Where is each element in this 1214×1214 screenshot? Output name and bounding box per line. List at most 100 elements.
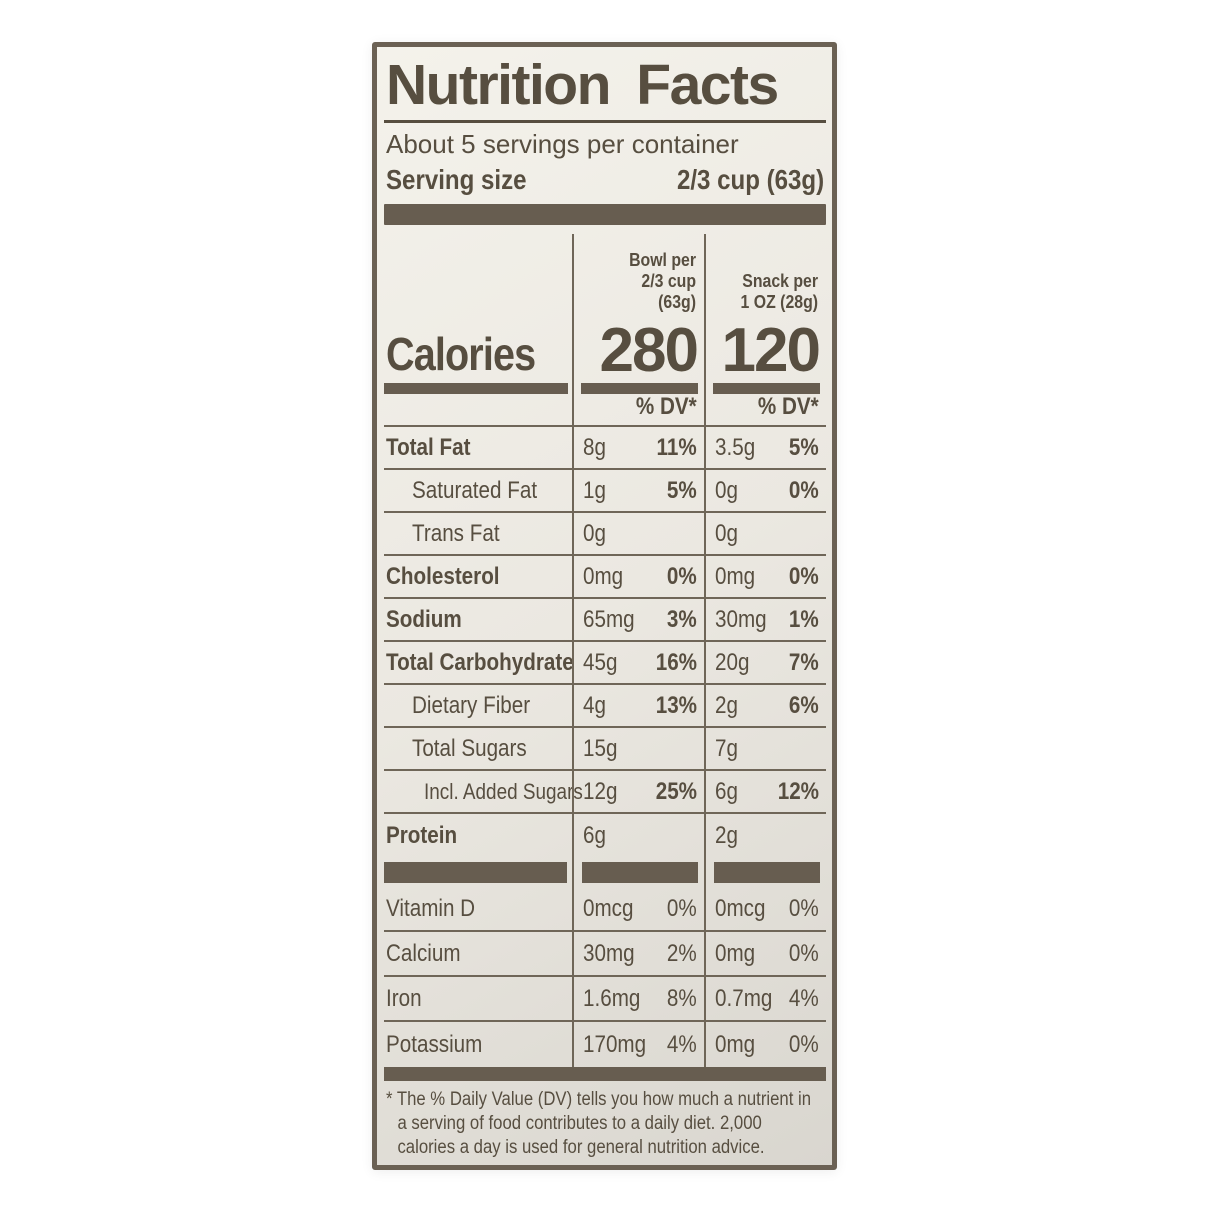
separator-bar	[714, 861, 820, 883]
snack-amount: 30mg	[715, 605, 767, 633]
bowl-amount: 12g	[583, 777, 618, 805]
snack-dv: 5%	[789, 433, 819, 461]
daily-value-footnote: * The % Daily Value (DV) tells you how m…	[386, 1088, 826, 1160]
snack-amount: 0mcg	[715, 894, 766, 922]
panel-title: Nutrition Facts	[384, 53, 826, 123]
nutrient-row-sodium: Sodium 65mg 3% 30mg 1%	[384, 599, 826, 642]
nutrient-name: Dietary Fiber	[412, 691, 531, 719]
separator-bar	[582, 861, 698, 883]
bowl-amount: 0mg	[583, 562, 624, 590]
nutrient-name: Total Carbohydrate	[386, 648, 574, 676]
nutrition-table: Bowl per 2/3 cup (63g) Snack per 1 OZ (2…	[384, 234, 826, 1067]
snack-dv: 0%	[789, 476, 819, 504]
snack-dv: 1%	[789, 605, 819, 633]
calories-underline	[384, 383, 568, 394]
nutrient-name: Saturated Fat	[412, 476, 538, 504]
vitamin-name: Iron	[386, 984, 422, 1012]
bowl-amount: 170mg	[583, 1030, 647, 1058]
bowl-amount: 65mg	[583, 605, 635, 633]
snack-calories-cell: 120	[704, 316, 826, 394]
bowl-amount: 30mg	[583, 939, 635, 967]
serving-size-row: Serving size 2/3 cup (63g)	[386, 163, 824, 197]
bowl-amount: 45g	[583, 648, 618, 676]
snack-dv-header: % DV*	[758, 393, 819, 420]
bowl-dv: 3%	[667, 605, 697, 633]
vitamin-name: Calcium	[386, 939, 461, 967]
nutrient-row-saturated-fat: Saturated Fat 1g 5% 0g 0%	[384, 470, 826, 513]
nutrient-name: Protein	[386, 821, 458, 849]
bowl-amount: 15g	[583, 734, 618, 762]
bowl-dv: 11%	[656, 433, 697, 461]
snack-amount: 0mg	[715, 562, 756, 590]
snack-dv: 4%	[789, 984, 819, 1012]
serving-size-value: 2/3 cup (63g)	[676, 164, 824, 195]
snack-amount: 6g	[715, 777, 738, 805]
nutrient-name: Sodium	[386, 605, 462, 633]
bowl-amount: 6g	[583, 821, 606, 849]
calories-row: Calories 280 120	[384, 316, 826, 394]
servings-per-container: About 5 servings per container	[386, 129, 739, 159]
snack-amount: 20g	[715, 648, 750, 676]
calories-label: Calories	[386, 328, 536, 380]
nutrient-row-added-sugars: Incl. Added Sugars 12g 25% 6g 12%	[384, 771, 826, 814]
bowl-header-line3: (63g)	[658, 292, 696, 312]
vitamin-row-iron: Iron 1.6mg 8% 0.7mg 4%	[384, 977, 826, 1022]
snack-dv: 12%	[777, 777, 819, 805]
snack-header-line2: 1 OZ (28g)	[740, 292, 818, 312]
nutrient-row-dietary-fiber: Dietary Fiber 4g 13% 2g 6%	[384, 685, 826, 728]
snack-header-line1: Snack per	[742, 271, 818, 291]
snack-calories-underline	[713, 383, 820, 394]
nutrient-row-total-fat: Total Fat 8g 11% 3.5g 5%	[384, 427, 826, 470]
nutrient-row-total-sugars: Total Sugars 15g 7g	[384, 728, 826, 771]
separator-bar	[384, 861, 567, 883]
column-header-row: Bowl per 2/3 cup (63g) Snack per 1 OZ (2…	[384, 234, 826, 316]
header-spacer	[384, 234, 572, 316]
nutrient-row-total-carbohydrate: Total Carbohydrate 45g 16% 20g 7%	[384, 642, 826, 685]
nutrient-name: Trans Fat	[412, 519, 500, 547]
snack-dv: 7%	[789, 648, 819, 676]
bowl-header-line1: Bowl per	[629, 250, 696, 270]
snack-dv: 0%	[789, 562, 819, 590]
bowl-dv: 25%	[655, 777, 697, 805]
thick-divider-bottom	[384, 1067, 826, 1081]
bowl-dv: 0%	[667, 562, 697, 590]
vitamin-name: Vitamin D	[386, 894, 476, 922]
nutrient-name: Total Sugars	[412, 734, 527, 762]
bowl-calories-value: 280	[599, 316, 699, 385]
snack-calories-value: 120	[721, 316, 821, 385]
bowl-dv: 4%	[667, 1030, 697, 1058]
vitamin-row-vitamin-d: Vitamin D 0mcg 0% 0mcg 0%	[384, 887, 826, 932]
bowl-column-header: Bowl per 2/3 cup (63g)	[572, 234, 704, 316]
bowl-calories-underline	[581, 383, 698, 394]
bowl-amount: 0mcg	[583, 894, 634, 922]
bowl-amount: 8g	[583, 433, 606, 461]
bowl-amount: 1g	[583, 476, 606, 504]
snack-amount: 0mg	[715, 1030, 756, 1058]
snack-amount: 7g	[715, 734, 738, 762]
serving-size-label: Serving size	[386, 164, 527, 195]
nutrient-row-trans-fat: Trans Fat 0g 0g	[384, 513, 826, 556]
dv-header-row: % DV* % DV*	[384, 393, 826, 427]
bowl-amount: 4g	[583, 691, 606, 719]
snack-amount: 3.5g	[715, 433, 756, 461]
snack-dv: 0%	[789, 939, 819, 967]
snack-amount: 2g	[715, 691, 738, 719]
bowl-dv-header: % DV*	[636, 393, 697, 420]
bowl-dv: 5%	[667, 476, 697, 504]
nutrient-name: Cholesterol	[386, 562, 500, 590]
bowl-amount: 1.6mg	[583, 984, 641, 1012]
thick-divider-top	[384, 204, 826, 225]
snack-amount: 0mg	[715, 939, 756, 967]
nutrition-facts-panel: Nutrition Facts About 5 servings per con…	[372, 42, 837, 1170]
snack-dv: 0%	[789, 1030, 819, 1058]
vitamin-row-calcium: Calcium 30mg 2% 0mg 0%	[384, 932, 826, 977]
vitamin-row-potassium: Potassium 170mg 4% 0mg 0%	[384, 1022, 826, 1067]
snack-amount: 0g	[715, 519, 738, 547]
nutrient-name: Incl. Added Sugars	[424, 778, 583, 804]
snack-amount: 0g	[715, 476, 738, 504]
bowl-amount: 0g	[583, 519, 606, 547]
nutrient-row-cholesterol: Cholesterol 0mg 0% 0mg 0%	[384, 556, 826, 599]
snack-dv: 0%	[789, 894, 819, 922]
bowl-dv: 8%	[667, 984, 697, 1012]
bowl-calories-cell: 280	[572, 316, 704, 394]
